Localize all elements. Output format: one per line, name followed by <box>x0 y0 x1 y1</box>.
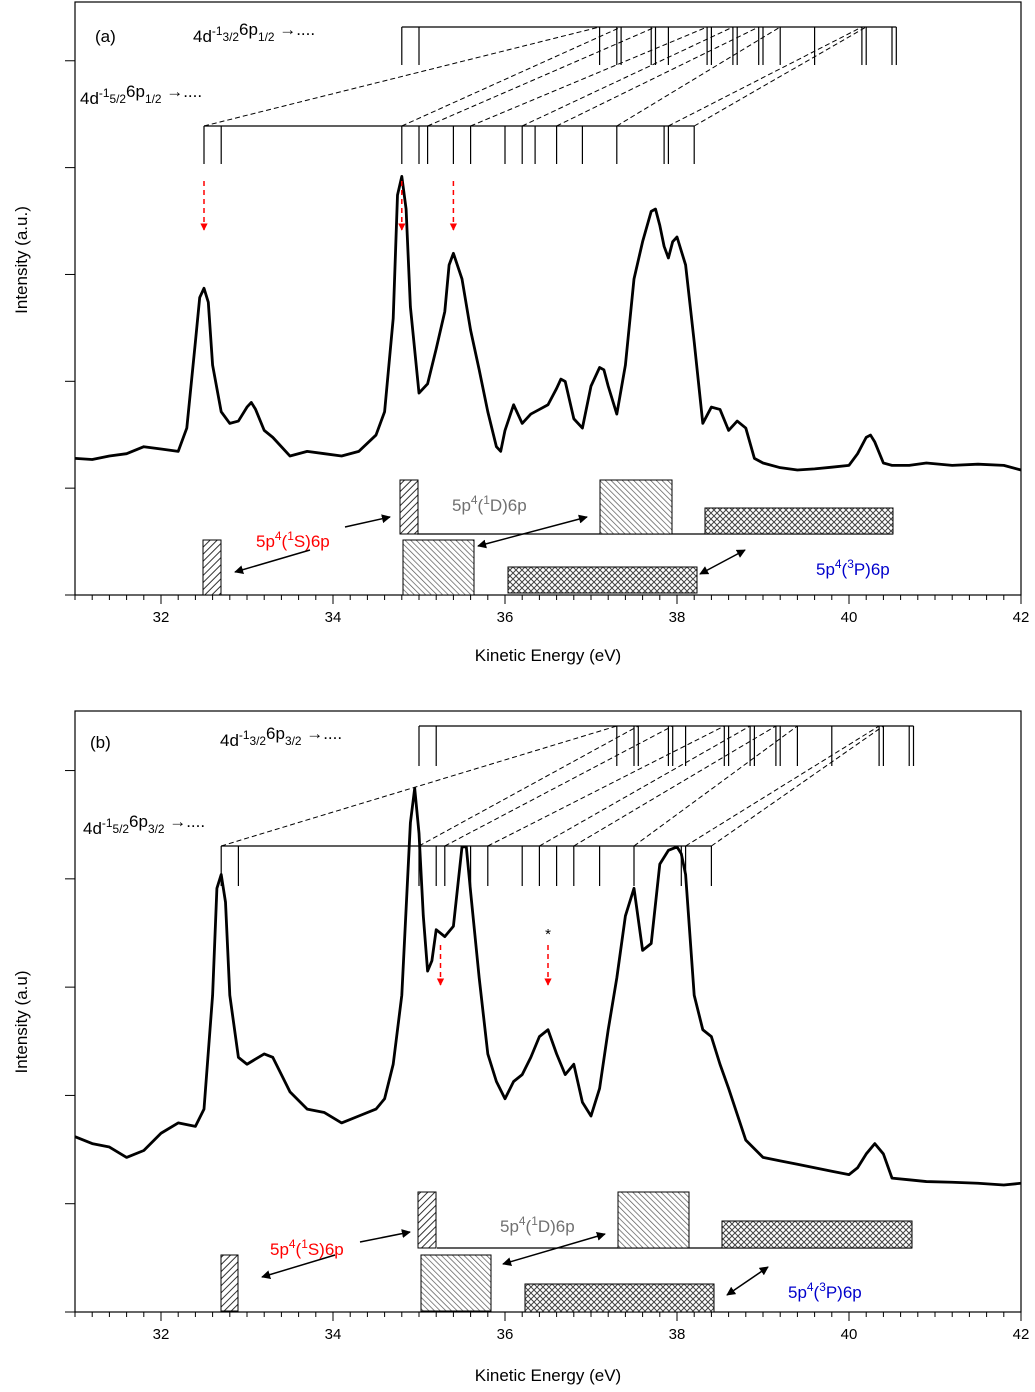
dashed-connector <box>573 725 777 847</box>
asterisk-label: * <box>545 926 551 943</box>
band-label: 5p4(1D)6p <box>452 493 527 515</box>
band-rect <box>202 539 222 596</box>
dashed-connector <box>418 725 639 847</box>
dashed-connector <box>711 725 884 847</box>
dashed-connector <box>470 26 708 127</box>
level-label: 4d-13/26p1/2 →.... <box>193 20 315 46</box>
x-tick-label: 34 <box>325 609 342 626</box>
band-rect <box>599 479 673 535</box>
dashed-connector <box>221 725 617 847</box>
x-tick-label: 36 <box>497 609 514 626</box>
x-tick-label: 36 <box>497 1326 514 1343</box>
band-label: 5p4(1S)6p <box>270 1237 344 1259</box>
band-rect <box>417 1191 437 1249</box>
band-rect <box>420 1254 492 1312</box>
dashed-connector <box>521 26 734 127</box>
band-rect <box>402 539 475 596</box>
dashed-connector <box>539 725 751 847</box>
dashed-connector <box>668 26 863 127</box>
x-tick-label: 34 <box>325 1326 342 1343</box>
level-label: 4d-15/26p1/2 →.... <box>80 82 202 108</box>
y-axis-label: Intensity (a.u.) <box>12 206 31 314</box>
band-rect <box>704 507 894 535</box>
band-arrow <box>359 1229 411 1243</box>
panel-a: (a) Intensity (a.u.) Kinetic Energy (eV)… <box>12 1 1030 665</box>
band-label: 5p4(1S)6p <box>256 529 330 551</box>
band-rect <box>721 1220 913 1249</box>
x-tick-label: 40 <box>841 1326 858 1343</box>
dashed-connector <box>401 26 622 127</box>
spectrum-line <box>74 175 1022 472</box>
dashed-connector <box>427 26 656 127</box>
x-tick-label: 40 <box>841 609 858 626</box>
dashed-connector <box>487 725 725 847</box>
band-rect <box>524 1283 715 1313</box>
panel-b: (b) Intensity (a.u) Kinetic Energy (eV) … <box>12 710 1030 1385</box>
band-label: 5p4(3P)6p <box>816 557 890 579</box>
band-arrow <box>234 549 311 575</box>
band-arrow <box>477 514 588 549</box>
dashed-connector <box>444 725 673 847</box>
band-label: 5p4(3P)6p <box>788 1280 862 1302</box>
band-rect <box>220 1254 239 1312</box>
x-tick-label: 42 <box>1013 609 1030 626</box>
band-arrow <box>726 1266 769 1296</box>
x-tick-label: 32 <box>153 609 170 626</box>
panel-label: (a) <box>95 27 116 46</box>
plot-frame <box>74 1 1022 596</box>
dashed-connector <box>633 725 798 847</box>
panel-label: (b) <box>90 733 111 752</box>
dashed-connector <box>556 26 759 127</box>
x-tick-label: 38 <box>669 1326 686 1343</box>
band-arrow <box>344 514 391 528</box>
y-axis-label: Intensity (a.u) <box>12 971 31 1074</box>
band-rect <box>399 479 419 535</box>
x-tick-label: 38 <box>669 609 686 626</box>
band-rect <box>507 566 698 594</box>
band-arrow <box>261 1254 336 1279</box>
level-label: 4d-15/26p3/2 →.... <box>83 812 205 838</box>
band-rect <box>617 1191 690 1249</box>
x-axis-label: Kinetic Energy (eV) <box>475 646 621 665</box>
spectrum-line <box>74 786 1022 1187</box>
band-arrow <box>502 1231 606 1267</box>
level-label: 4d-13/26p3/2 →.... <box>220 724 342 750</box>
dashed-connector <box>203 26 600 127</box>
band-label: 5p4(1D)6p <box>500 1214 575 1236</box>
x-axis-label: Kinetic Energy (eV) <box>475 1366 621 1385</box>
band-arrow <box>699 549 746 575</box>
x-tick-label: 32 <box>153 1326 170 1343</box>
dashed-connector <box>685 725 880 847</box>
dashed-connector <box>693 26 867 127</box>
x-tick-label: 42 <box>1013 1326 1030 1343</box>
